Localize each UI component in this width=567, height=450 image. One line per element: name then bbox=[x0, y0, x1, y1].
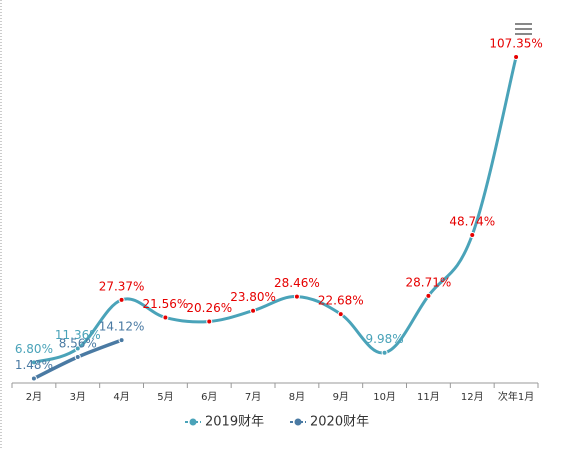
data-point bbox=[469, 231, 476, 238]
data-point bbox=[293, 293, 300, 300]
value-label: 8.56% bbox=[59, 337, 97, 351]
x-tick-label: 8月 bbox=[289, 391, 305, 403]
x-tick-label: 4月 bbox=[113, 391, 129, 403]
data-point bbox=[118, 296, 125, 303]
data-point bbox=[337, 311, 344, 318]
x-tick-label: 2月 bbox=[26, 391, 42, 403]
value-label: 28.71% bbox=[406, 275, 452, 289]
x-tick-label: 5月 bbox=[157, 391, 173, 403]
value-label: 23.80% bbox=[230, 290, 276, 304]
value-label: 9.98% bbox=[366, 332, 404, 346]
value-label: 14.12% bbox=[99, 320, 145, 334]
x-tick-label: 3月 bbox=[70, 391, 86, 403]
x-tick-label: 次年1月 bbox=[498, 390, 534, 403]
menu-icon[interactable] bbox=[515, 23, 532, 35]
series-line bbox=[33, 56, 518, 364]
value-label: 1.48% bbox=[15, 358, 53, 372]
value-label: 6.80% bbox=[15, 342, 53, 356]
value-label: 11.36% bbox=[55, 328, 101, 342]
value-label: 20.26% bbox=[186, 301, 232, 315]
legend-label: 2019财年 bbox=[205, 415, 264, 430]
x-tick-label: 9月 bbox=[333, 391, 349, 403]
value-label: 27.37% bbox=[99, 279, 145, 293]
data-point bbox=[118, 337, 125, 344]
x-tick-label: 7月 bbox=[245, 391, 261, 403]
value-label: 48.74% bbox=[449, 214, 495, 228]
data-point bbox=[206, 318, 213, 325]
legend-item[interactable]: 2019财年 bbox=[185, 415, 264, 430]
legend-marker bbox=[294, 418, 302, 426]
data-point bbox=[162, 314, 169, 321]
value-label: 107.35% bbox=[489, 37, 542, 51]
data-point bbox=[74, 354, 81, 361]
x-tick-label: 11月 bbox=[417, 391, 440, 403]
x-tick-label: 12月 bbox=[461, 391, 484, 403]
x-tick-label: 10月 bbox=[373, 391, 396, 403]
data-point bbox=[30, 359, 37, 366]
data-point bbox=[74, 345, 81, 352]
value-label: 28.46% bbox=[274, 276, 320, 290]
value-label: 21.56% bbox=[143, 297, 189, 311]
data-point bbox=[381, 349, 388, 356]
value-label: 22.68% bbox=[318, 294, 364, 308]
data-point bbox=[513, 54, 520, 60]
legend: 2019财年 2020财年 bbox=[185, 415, 369, 430]
data-point bbox=[250, 307, 257, 314]
legend-item[interactable]: 2020财年 bbox=[290, 415, 369, 430]
legend-marker bbox=[189, 418, 197, 426]
legend-label: 2020财年 bbox=[310, 415, 369, 430]
data-point bbox=[30, 375, 37, 382]
x-tick-label: 6月 bbox=[201, 391, 217, 403]
data-point bbox=[425, 292, 432, 299]
